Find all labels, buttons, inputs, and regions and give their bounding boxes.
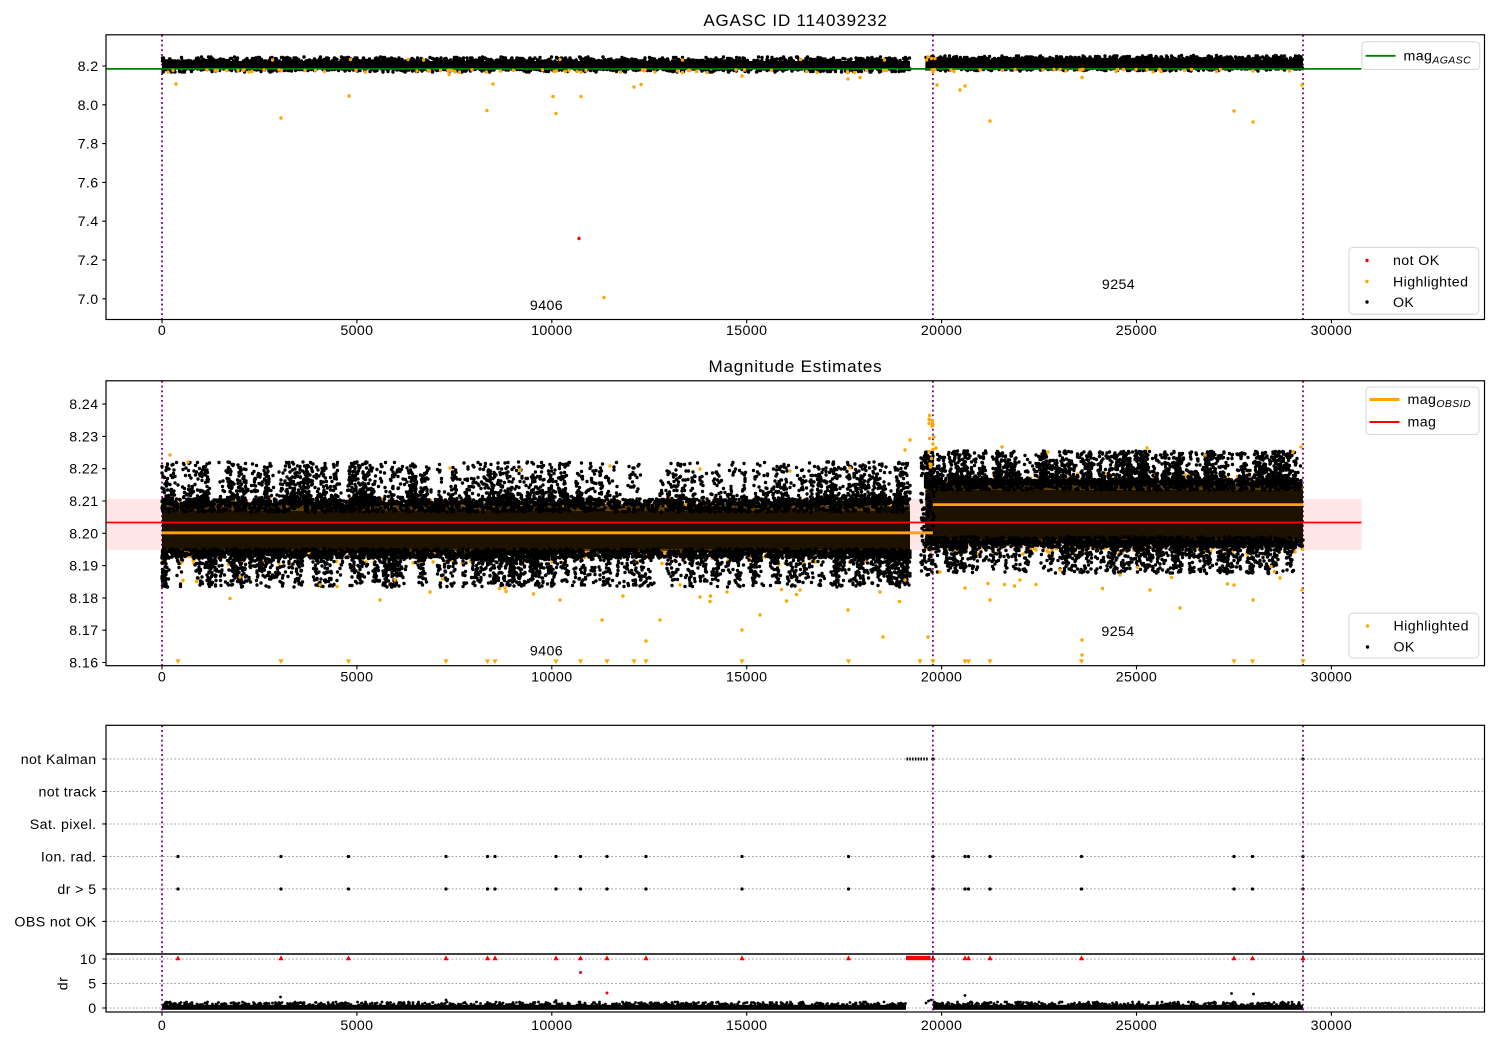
svg-text:25000: 25000: [1116, 1018, 1157, 1034]
svg-text:5000: 5000: [340, 323, 373, 339]
svg-text:10000: 10000: [531, 323, 572, 339]
svg-text:OK: OK: [1394, 640, 1415, 656]
svg-text:30000: 30000: [1311, 669, 1352, 685]
svg-text:8.21: 8.21: [69, 494, 98, 510]
svg-text:10000: 10000: [531, 669, 572, 685]
svg-text:9406: 9406: [530, 298, 563, 314]
svg-text:0: 0: [158, 1018, 166, 1034]
svg-text:Sat. pixel.: Sat. pixel.: [30, 817, 97, 833]
svg-text:AGASC ID 114039232: AGASC ID 114039232: [703, 11, 887, 30]
svg-text:dr: dr: [56, 977, 72, 990]
svg-text:7.2: 7.2: [78, 253, 99, 269]
svg-text:10: 10: [80, 952, 97, 968]
svg-text:15000: 15000: [726, 323, 767, 339]
svg-text:8.19: 8.19: [69, 559, 98, 575]
svg-text:not Kalman: not Kalman: [21, 752, 97, 768]
svg-text:5000: 5000: [340, 1018, 373, 1034]
svg-text:25000: 25000: [1116, 669, 1157, 685]
svg-text:0: 0: [88, 1001, 96, 1017]
svg-text:not track: not track: [38, 784, 97, 800]
svg-text:dr > 5: dr > 5: [57, 882, 96, 898]
svg-text:OK: OK: [1393, 295, 1414, 311]
svg-text:8.2: 8.2: [78, 59, 99, 75]
svg-text:25000: 25000: [1116, 323, 1157, 339]
svg-text:8.0: 8.0: [78, 98, 99, 114]
svg-text:20000: 20000: [921, 669, 962, 685]
svg-text:5: 5: [88, 977, 96, 993]
svg-text:9254: 9254: [1101, 624, 1134, 640]
svg-text:8.20: 8.20: [69, 526, 98, 542]
svg-text:7.0: 7.0: [78, 292, 99, 308]
svg-text:8.17: 8.17: [69, 623, 98, 639]
svg-text:9406: 9406: [530, 643, 563, 659]
svg-text:Ion. rad.: Ion. rad.: [41, 849, 97, 865]
svg-text:8.16: 8.16: [69, 656, 98, 672]
svg-text:7.4: 7.4: [78, 214, 99, 230]
svg-text:30000: 30000: [1311, 1018, 1352, 1034]
svg-text:20000: 20000: [921, 1018, 962, 1034]
svg-text:OBS not OK: OBS not OK: [14, 914, 96, 930]
svg-text:30000: 30000: [1311, 323, 1352, 339]
svg-text:not OK: not OK: [1393, 253, 1440, 269]
svg-text:8.22: 8.22: [69, 462, 98, 478]
svg-text:7.8: 7.8: [78, 137, 99, 153]
svg-text:5000: 5000: [340, 669, 373, 685]
svg-text:Magnitude Estimates: Magnitude Estimates: [709, 357, 883, 376]
svg-text:15000: 15000: [726, 669, 767, 685]
svg-text:15000: 15000: [726, 1018, 767, 1034]
svg-text:0: 0: [158, 323, 166, 339]
svg-text:7.6: 7.6: [78, 175, 99, 191]
svg-text:9254: 9254: [1102, 277, 1135, 293]
svg-text:8.18: 8.18: [69, 591, 98, 607]
svg-text:8.24: 8.24: [69, 397, 98, 413]
svg-text:20000: 20000: [921, 323, 962, 339]
svg-text:mag: mag: [1408, 415, 1437, 431]
svg-text:8.23: 8.23: [69, 429, 98, 445]
svg-text:Highlighted: Highlighted: [1393, 275, 1468, 291]
svg-text:Highlighted: Highlighted: [1394, 619, 1469, 635]
svg-text:10000: 10000: [531, 1018, 572, 1034]
svg-text:0: 0: [158, 669, 166, 685]
